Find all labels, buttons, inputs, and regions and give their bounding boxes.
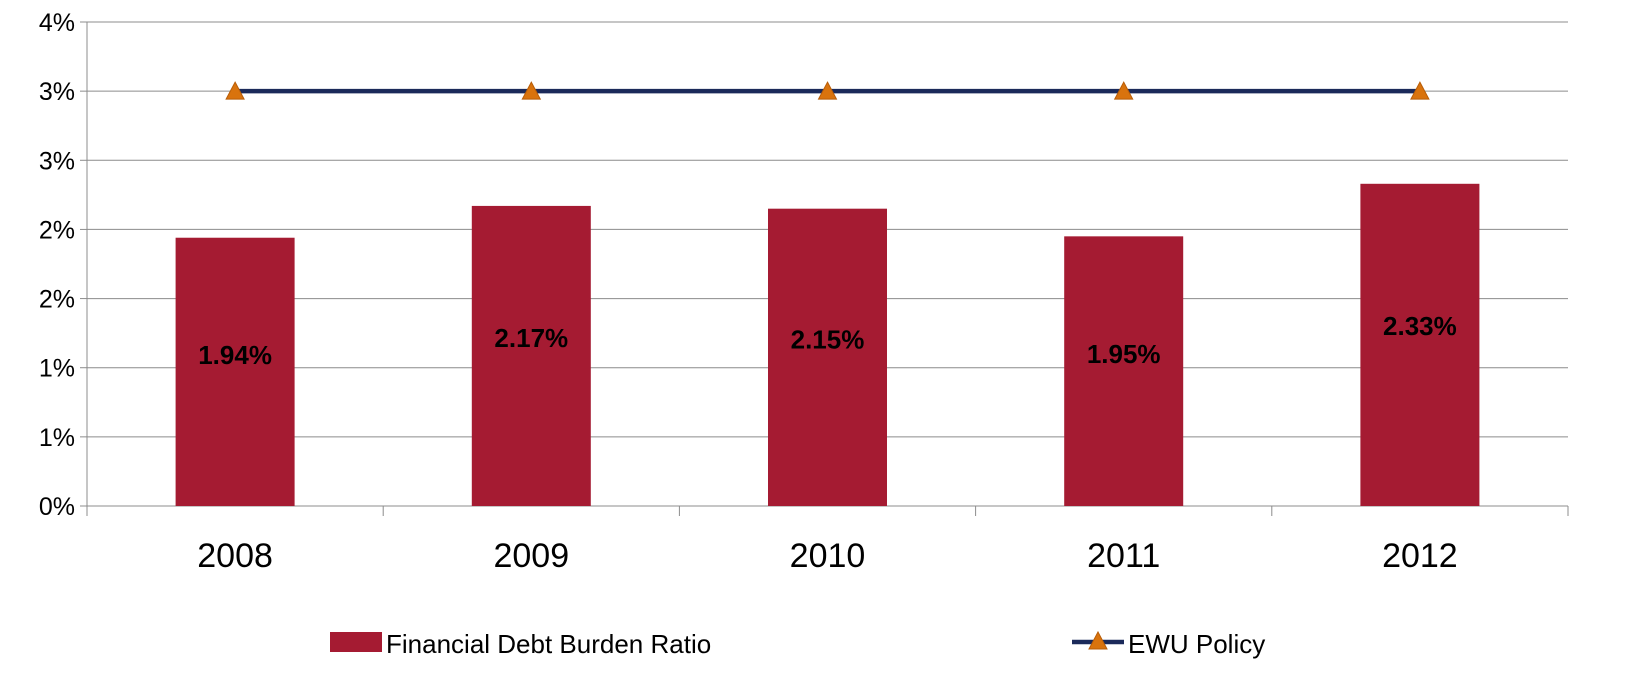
bar (1360, 183, 1480, 506)
bar (768, 208, 887, 506)
x-tick-label: 2011 (1087, 537, 1160, 575)
y-tick-label: 3% (39, 78, 75, 106)
data-label: 1.94% (198, 340, 272, 370)
data-label: 2.15% (791, 324, 865, 354)
y-tick-label: 0% (39, 493, 75, 521)
y-tick-label: 4% (39, 9, 75, 37)
policy-marker (521, 81, 542, 100)
x-tick-label: 2012 (1382, 537, 1458, 575)
y-tick-label: 1% (39, 355, 75, 383)
bar (1064, 236, 1184, 507)
legend-swatch-marker (1088, 630, 1108, 650)
data-label: 2.33% (1383, 311, 1457, 341)
y-tick-label: 1% (39, 424, 75, 452)
bar-series (175, 183, 1480, 507)
legend-label-line: EWU Policy (1128, 629, 1265, 659)
data-labels: 1.94% 2.17% 2.15% 1.95% 2.33% (198, 311, 1457, 370)
x-tick-label: 2008 (197, 537, 273, 575)
bar (471, 205, 591, 507)
policy-marker (1410, 81, 1430, 100)
y-tick-label: 3% (39, 147, 75, 175)
legend: Financial Debt Burden Ratio EWU Policy (330, 629, 1265, 659)
y-tick-label: 2% (39, 216, 75, 244)
x-tick-label: 2010 (790, 537, 866, 575)
y-tick-label: 2% (39, 286, 75, 314)
data-label: 1.95% (1087, 339, 1161, 369)
legend-swatch-bars (330, 632, 382, 652)
legend-label-bars: Financial Debt Burden Ratio (386, 629, 711, 659)
data-label: 2.17% (494, 323, 568, 353)
axes: 0% 1% 1% 2% 2% 3% 3% 4% 2008 2009 2010 2011 2012 (39, 9, 1569, 575)
x-tick-label: 2009 (493, 537, 569, 575)
policy-marker (817, 81, 838, 100)
line-series (225, 81, 1430, 100)
bar (175, 237, 295, 506)
policy-marker (1113, 81, 1134, 100)
policy-marker (225, 81, 245, 100)
